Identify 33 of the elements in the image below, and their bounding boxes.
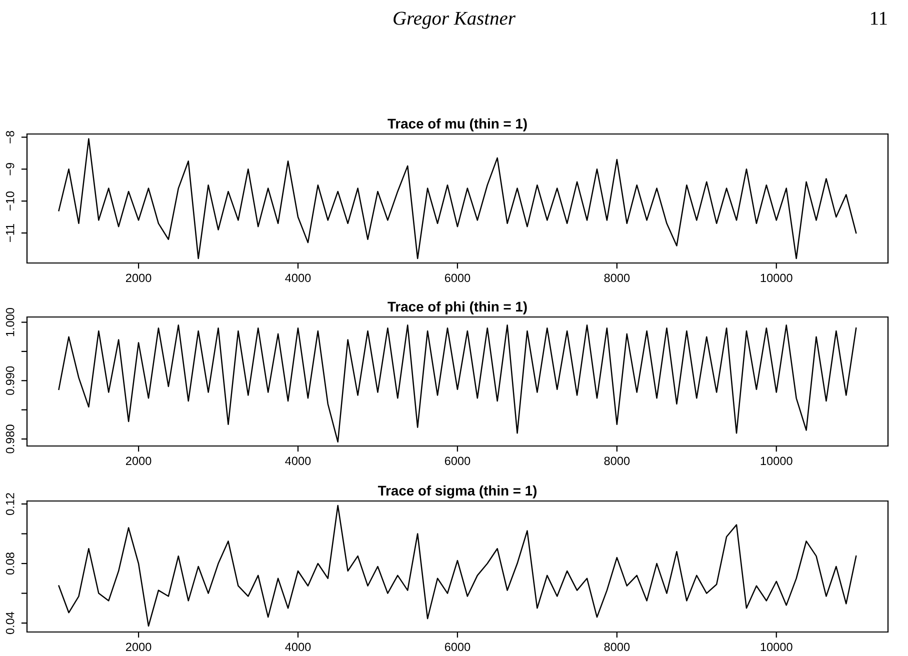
y-tick-label: 1.000	[6, 308, 14, 336]
line-series	[58, 138, 857, 260]
x-tick-label: 4000	[285, 642, 311, 652]
y-tick-label: 0.980	[6, 424, 14, 454]
x-tick-label: 2000	[126, 274, 152, 282]
x-tick-label: 6000	[444, 642, 470, 652]
x-tick-label: 10000	[760, 274, 792, 282]
x-tick-label: 6000	[444, 456, 470, 466]
x-tick-label: 4000	[285, 456, 311, 466]
x-tick-label: 10000	[760, 456, 792, 466]
y-tick-label: 0.12	[6, 493, 14, 516]
chart-title: Trace of sigma (thin = 1)	[378, 485, 537, 498]
y-tick-label: 0.04	[6, 612, 14, 634]
x-tick-label: 2000	[126, 456, 152, 466]
y-tick-label: −9	[6, 162, 14, 176]
x-tick-label: 8000	[604, 274, 630, 282]
x-tick-label: 2000	[126, 642, 152, 652]
y-tick-label: 0.08	[6, 552, 14, 575]
line-series	[58, 504, 857, 627]
text: Gregor Kastner	[394, 12, 516, 29]
y-tick-label: −11	[6, 224, 14, 242]
y-tick-label: −10	[6, 192, 14, 210]
y-tick-label: 0.990	[6, 366, 14, 395]
text: 11	[870, 12, 887, 25]
x-tick-label: 8000	[604, 456, 630, 466]
x-tick-label: 8000	[604, 642, 630, 652]
x-tick-label: 4000	[285, 274, 311, 282]
y-tick-label: −8	[6, 130, 14, 144]
x-tick-label: 10000	[760, 642, 792, 652]
chart-title: Trace of mu (thin = 1)	[388, 118, 527, 132]
chart-title: Trace of phi (thin = 1)	[388, 301, 527, 314]
x-tick-label: 6000	[444, 274, 470, 282]
line-series	[58, 324, 857, 443]
